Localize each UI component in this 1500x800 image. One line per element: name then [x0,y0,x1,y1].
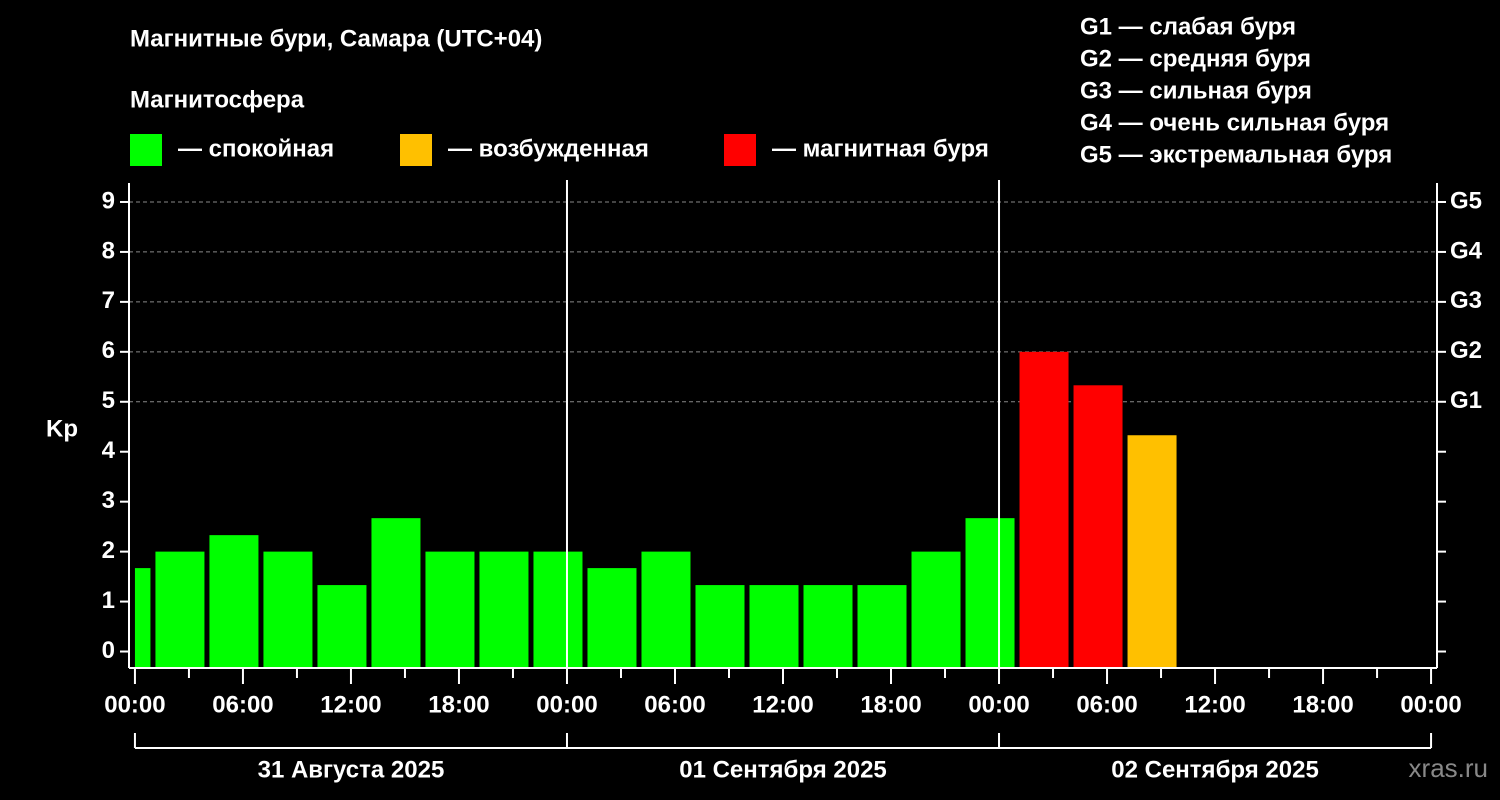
x-tick-label: 18:00 [428,691,489,718]
x-tick-label: 18:00 [860,691,921,718]
y-tick-label: 7 [102,287,115,314]
y-tick-label: 5 [102,387,115,414]
legend-label: — возбужденная [448,135,649,162]
storm-level: G3 — сильная буря [1080,77,1312,104]
bar [1127,435,1177,668]
y2-tick-label: G1 [1450,387,1482,414]
legend-swatch [130,134,162,166]
chart-subtitle: Магнитосфера [130,86,305,113]
bar [371,518,421,668]
y2-tick-label: G3 [1450,287,1482,314]
storm-level: G2 — средняя буря [1080,45,1311,72]
bar [479,551,529,668]
y-tick-label: 8 [102,237,115,264]
bar [1073,385,1123,668]
bar [749,585,799,668]
storm-level: G4 — очень сильная буря [1080,109,1389,136]
x-tick-label: 00:00 [968,691,1029,718]
y-tick-label: 3 [102,487,115,514]
y-tick-label: 6 [102,337,115,364]
x-tick-label: 12:00 [320,691,381,718]
x-tick-label: 06:00 [212,691,273,718]
bar [587,568,637,668]
x-tick-label: 12:00 [1184,691,1245,718]
x-tick-label: 18:00 [1292,691,1353,718]
storm-level: G1 — слабая буря [1080,13,1296,40]
y-tick-label: 2 [102,537,115,564]
bar [965,518,1015,668]
day-label: 31 Августа 2025 [258,756,445,783]
day-label: 01 Сентября 2025 [679,756,887,783]
legend-label: — спокойная [178,135,334,162]
bar [317,585,367,668]
bar [803,585,853,668]
x-tick-label: 00:00 [1400,691,1461,718]
y-tick-label: 1 [102,587,115,614]
x-tick-label: 12:00 [752,691,813,718]
y-tick-label: 9 [102,187,115,214]
storm-level: G5 — экстремальная буря [1080,141,1392,168]
bar [134,568,151,668]
y2-tick-label: G2 [1450,337,1482,364]
y-tick-label: 4 [102,437,116,464]
bar [641,551,691,668]
bar [911,551,961,668]
bar [695,585,745,668]
day-label: 02 Сентября 2025 [1111,756,1319,783]
y2-tick-label: G5 [1450,187,1482,214]
bar [263,551,313,668]
bar [533,551,583,668]
y2-tick-label: G4 [1450,237,1483,264]
x-tick-label: 06:00 [1076,691,1137,718]
watermark: xras.ru [1409,753,1488,783]
y-axis-label: Kp [46,415,78,442]
chart-title: Магнитные бури, Самара (UTC+04) [130,25,542,52]
bar [425,551,475,668]
x-tick-label: 06:00 [644,691,705,718]
bar [209,535,259,668]
x-tick-label: 00:00 [536,691,597,718]
legend-swatch [400,134,432,166]
y-tick-label: 0 [102,637,115,664]
bar [155,551,205,668]
legend-swatch [724,134,756,166]
bar [1019,351,1069,668]
bar [857,585,907,668]
legend-label: — магнитная буря [772,135,989,162]
x-tick-label: 00:00 [104,691,165,718]
